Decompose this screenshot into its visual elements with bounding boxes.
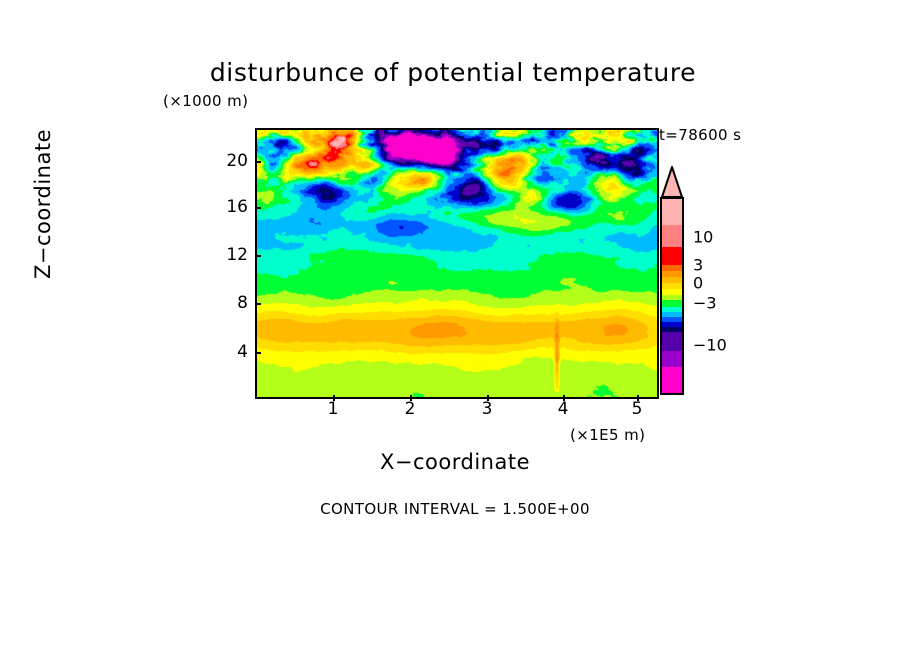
x-tick-mark — [410, 395, 412, 401]
page-title: disturbunce of potential temperature — [209, 58, 697, 87]
y-tick-mark — [255, 352, 261, 354]
y-tick-mark — [255, 161, 261, 163]
y-tick-label: 16 — [226, 197, 248, 217]
contour-field — [257, 130, 657, 397]
colorbar-band — [662, 199, 682, 225]
colorbar-band — [662, 317, 682, 322]
y-tick-mark — [255, 255, 261, 257]
colorbar-band — [662, 332, 682, 351]
x-tick-label: 4 — [557, 399, 569, 419]
y-axis-title: Z−coordinate — [31, 129, 55, 279]
colorbar-band — [662, 283, 682, 289]
x-tick-mark — [333, 395, 335, 401]
colorbar-band — [662, 351, 682, 367]
colorbar-tick-label: −3 — [693, 293, 717, 313]
x-tick-mark — [637, 395, 639, 401]
y-axis-tick-labels: 4 8 12 16 20 — [200, 128, 248, 395]
y-tick-label: 4 — [237, 342, 248, 362]
colorbar-band — [662, 307, 682, 312]
x-tick-mark — [487, 395, 489, 401]
colorbar-tick-label: 0 — [693, 273, 704, 293]
y-tick-label: 20 — [226, 151, 248, 171]
colorbar-band — [662, 277, 682, 283]
y-tick-mark — [255, 303, 261, 305]
x-axis-unit-label: (×1E5 m) — [570, 426, 646, 444]
time-annotation: t=78600 s — [659, 126, 742, 144]
colorbar-tick-label: 3 — [693, 255, 704, 275]
colorbar-band — [662, 327, 682, 332]
colorbar-band — [662, 295, 682, 300]
y-tick-mark — [255, 207, 261, 209]
z-axis-unit-label: (×1000 m) — [163, 92, 249, 110]
y-tick-label: 12 — [226, 245, 248, 265]
x-tick-mark — [563, 395, 565, 401]
colorbar-band — [662, 225, 682, 247]
x-tick-label: 1 — [327, 399, 339, 419]
colorbar-band — [662, 322, 682, 327]
x-tick-label: 3 — [481, 399, 493, 419]
colorbar-band — [662, 300, 682, 307]
colorbar-band — [662, 271, 682, 277]
y-tick-label: 8 — [237, 293, 248, 313]
x-axis-title: X−coordinate — [380, 450, 530, 474]
colorbar-band — [662, 265, 682, 271]
colorbar-band — [662, 289, 682, 295]
colorbar-arrow-icon — [660, 166, 684, 198]
x-tick-label: 5 — [631, 399, 643, 419]
x-tick-label: 2 — [404, 399, 416, 419]
colorbar-tick-label: 10 — [693, 227, 714, 247]
contour-interval-note: CONTOUR INTERVAL = 1.500E+00 — [320, 500, 590, 518]
contour-plot-frame[interactable] — [255, 128, 659, 399]
colorbar-band — [662, 312, 682, 317]
colorbar-tick-label: −10 — [693, 335, 727, 355]
x-axis-tick-labels: 1 2 3 4 5 — [255, 399, 655, 423]
colorbar-band — [662, 367, 682, 393]
colorbar-bands — [660, 197, 684, 395]
colorbar[interactable] — [660, 166, 684, 396]
colorbar-band — [662, 247, 682, 265]
